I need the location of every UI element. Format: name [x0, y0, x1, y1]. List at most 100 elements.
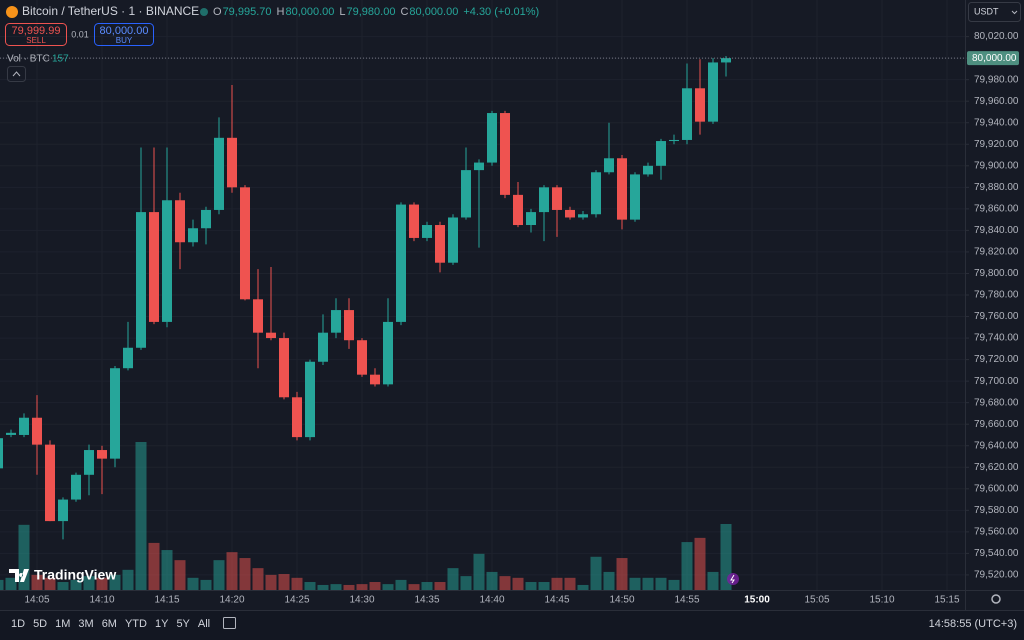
- buy-button[interactable]: [94, 23, 154, 46]
- ohlc-label: O: [213, 6, 222, 18]
- candle-body: [227, 137, 237, 188]
- x-tick-label: 15:00: [744, 595, 770, 606]
- range-button[interactable]: All: [198, 618, 210, 630]
- volume-bar: [5, 577, 17, 590]
- candle-body: [630, 174, 640, 220]
- volume-bar: [174, 560, 186, 590]
- volume-bar: [109, 574, 121, 590]
- range-button[interactable]: 5D: [33, 618, 47, 630]
- volume-bar: [57, 582, 69, 590]
- y-tick-label: 79,980.00: [974, 74, 1019, 85]
- candle-body: [84, 450, 94, 475]
- volume-bar: [590, 556, 602, 590]
- x-tick-label: 14:25: [284, 595, 309, 606]
- volume-bar: [720, 523, 732, 590]
- price-change: +4.30 (+0.01%): [463, 6, 539, 18]
- x-tick-label: 14:55: [674, 595, 699, 606]
- volume-bar: [434, 582, 446, 590]
- x-tick-label: 15:10: [869, 595, 894, 606]
- y-tick-label: 79,540.00: [974, 548, 1019, 559]
- x-tick-label: 14:40: [479, 595, 504, 606]
- x-tick-label: 14:15: [154, 595, 179, 606]
- x-tick-label: 14:35: [414, 595, 439, 606]
- candle-body: [370, 374, 380, 385]
- volume-bar: [512, 577, 524, 590]
- volume-bar: [96, 577, 108, 590]
- candle-body: [695, 88, 705, 122]
- candle-body: [513, 194, 523, 226]
- volume-bar: [655, 577, 667, 590]
- volume-bar: [122, 569, 134, 590]
- collapse-button[interactable]: [7, 66, 26, 82]
- x-tick-label: 14:45: [544, 595, 569, 606]
- date-range-icon[interactable]: [223, 617, 236, 629]
- market-status: [200, 8, 208, 16]
- volume-bar: [499, 576, 511, 590]
- currency-dropdown[interactable]: [968, 2, 1021, 22]
- volume-bar: [18, 524, 30, 590]
- candle-body: [123, 347, 133, 369]
- symbol-title[interactable]: Bitcoin / TetherUS · 1 · BINANCE: [22, 4, 199, 18]
- volume-bar: [408, 584, 420, 590]
- range-button[interactable]: 3M: [78, 618, 93, 630]
- volume-bar: [330, 584, 342, 590]
- candle-body: [318, 332, 328, 362]
- range-button[interactable]: 5Y: [176, 618, 190, 630]
- candle-body: [448, 217, 458, 263]
- volume-bar: [525, 582, 537, 590]
- range-button[interactable]: 1M: [55, 618, 70, 630]
- x-tick-label: 14:20: [219, 595, 244, 606]
- volume-bar: [343, 584, 355, 590]
- candle-body: [578, 214, 588, 218]
- candle-body: [32, 417, 42, 445]
- volume-value: 157: [52, 54, 69, 65]
- sell-button[interactable]: [5, 23, 67, 46]
- y-tick-label: 79,700.00: [974, 376, 1019, 387]
- settings-icon[interactable]: [991, 594, 1001, 604]
- event-icon[interactable]: [727, 573, 739, 585]
- y-tick-label: 79,560.00: [974, 527, 1019, 538]
- y-tick-label: 79,680.00: [974, 397, 1019, 408]
- candle-body: [591, 172, 601, 215]
- candle-body: [721, 58, 731, 63]
- volume-bar: [629, 577, 641, 590]
- x-tick-label: 14:30: [349, 595, 374, 606]
- volume-bar: [421, 582, 433, 590]
- volume-bar: [603, 571, 615, 590]
- candle-body: [97, 450, 107, 459]
- logo-text[interactable]: TradingView: [34, 567, 116, 583]
- y-tick-label: 79,520.00: [974, 570, 1019, 581]
- y-tick-label: 79,820.00: [974, 247, 1019, 258]
- range-button[interactable]: 1D: [11, 618, 25, 630]
- buy-price: 80,000.00: [100, 25, 149, 37]
- volume-bar: [31, 574, 43, 590]
- y-tick-label: 79,640.00: [974, 440, 1019, 451]
- y-tick-label: 79,960.00: [974, 96, 1019, 107]
- volume-bar: [668, 579, 680, 590]
- y-tick-label: 79,620.00: [974, 462, 1019, 473]
- candle-body: [136, 212, 146, 348]
- candle-body: [643, 165, 653, 175]
- candle-body: [201, 209, 211, 229]
- ohlc-value: 80,000.00: [409, 6, 458, 18]
- ohlc-label: C: [400, 6, 408, 18]
- volume-bar: [226, 552, 238, 590]
- range-button[interactable]: YTD: [125, 618, 147, 630]
- volume-bar: [161, 550, 173, 590]
- y-tick-label: 79,600.00: [974, 483, 1019, 494]
- volume-bar: [694, 537, 706, 590]
- volume-bar: [70, 579, 82, 590]
- candle-body: [331, 310, 341, 333]
- range-button[interactable]: 6M: [102, 618, 117, 630]
- volume-bar: [538, 582, 550, 590]
- y-tick-label: 79,920.00: [974, 139, 1019, 150]
- candle-body: [565, 209, 575, 218]
- ohlc-value: 80,000.00: [285, 6, 334, 18]
- candle-body: [474, 162, 484, 171]
- quantity[interactable]: 0.01: [71, 29, 89, 39]
- y-tick-label: 79,780.00: [974, 290, 1019, 301]
- volume-bar: [577, 584, 589, 590]
- range-button[interactable]: 1Y: [155, 618, 169, 630]
- candle-body: [526, 212, 536, 226]
- volume-bar: [44, 577, 56, 590]
